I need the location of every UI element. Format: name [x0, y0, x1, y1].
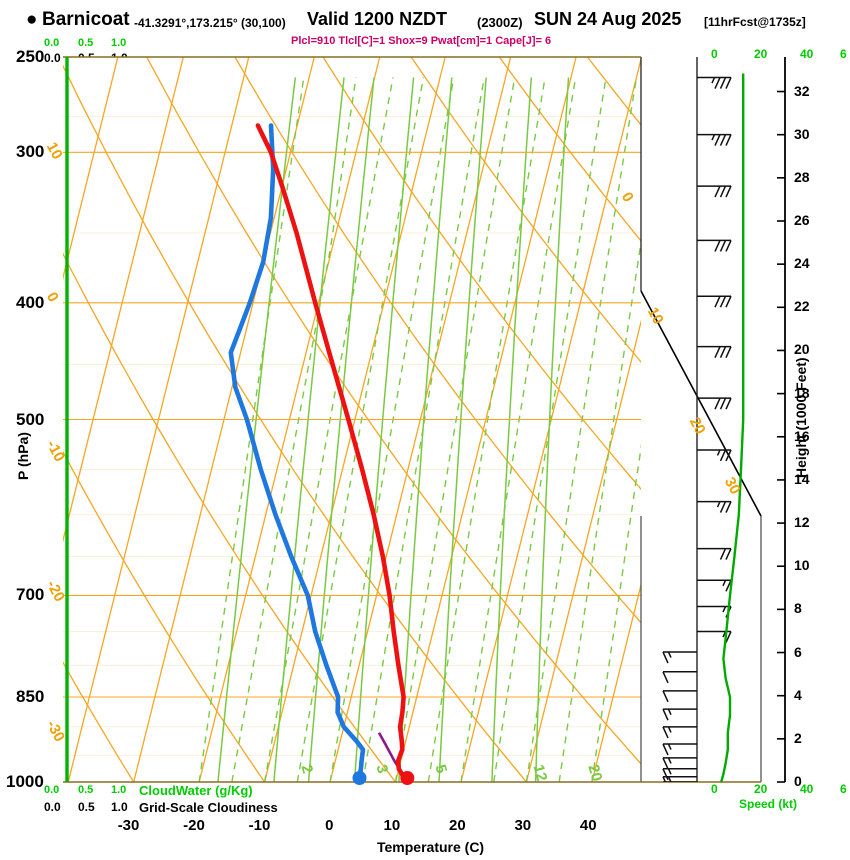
cloudwater-tick-0-bottom: 0.0	[44, 784, 60, 796]
height-tick-14: 14	[794, 470, 810, 487]
temperature-tick-10: 10	[383, 817, 401, 834]
temperature-tick--10: -10	[248, 817, 271, 834]
height-tick-12: 12	[794, 514, 810, 531]
cloudwater-tick-0: 0.0	[44, 37, 60, 49]
speed-tick-40-bottom: 40	[800, 782, 814, 796]
temperature-axis-label: Temperature (C)	[377, 839, 485, 855]
pressure-tick-500: 500	[16, 409, 45, 429]
height-tick-10: 10	[794, 557, 810, 574]
height-axis-ticks	[777, 90, 785, 783]
speed-tick-40-top: 40	[800, 47, 814, 61]
cloudwater-tick-1: 0.5	[78, 37, 94, 49]
speed-tick-6-bottom: 6	[840, 782, 847, 796]
height-tick-32: 32	[794, 82, 810, 99]
forecast-stamp: [11hrFcst@1735z]	[704, 15, 806, 29]
station-coordinates: -41.3291°,173.215° (30,100)	[134, 16, 286, 30]
cloudiness-tick-0: 0.0	[44, 800, 61, 814]
cloudwater-tick-2: 1.0	[111, 37, 127, 49]
temperature-tick--20: -20	[183, 817, 205, 834]
speed-axis-label: Speed (kt)	[739, 797, 798, 811]
temperature-tick-20: 20	[448, 817, 466, 834]
height-tick-16: 16	[794, 427, 810, 444]
pressure-tick-250: 250	[16, 47, 45, 66]
station-name: Barnicoat	[42, 9, 130, 30]
mixing-ratio-lines	[198, 77, 641, 782]
cloudwater-tick-2-bottom: 1.0	[111, 784, 127, 796]
stability-indices: Plcl=910 Tlcl[C]=1 Shox=9 Pwat[cm]=1 Cap…	[291, 35, 552, 47]
height-tick-30: 30	[794, 125, 810, 142]
temperature-surface-marker	[400, 771, 415, 785]
pressure-tick-1000: 1000	[6, 772, 44, 791]
speed-tick-6-top: 6	[840, 47, 847, 61]
height-tick-0: 0	[794, 773, 802, 789]
cloudiness-tick-1: 0.5	[78, 800, 95, 814]
height-tick-26: 26	[794, 211, 810, 228]
speed-tick-20-top: 20	[754, 47, 768, 61]
cloudiness-tick-0-top: 0.0	[44, 51, 61, 65]
pressure-tick-400: 400	[16, 292, 45, 312]
wind-speed-curve	[720, 73, 745, 783]
temperature-curve	[255, 123, 410, 785]
cloudiness-legend-label: Grid-Scale Cloudiness	[139, 800, 278, 815]
pressure-tick-700: 700	[16, 585, 45, 605]
valid-time: Valid 1200 NZDT	[307, 9, 448, 29]
pressure-tick-850: 850	[16, 687, 45, 706]
height-tick-6: 6	[794, 643, 802, 660]
height-tick-8: 8	[794, 600, 802, 617]
temperature-tick-40: 40	[579, 817, 597, 834]
pressure-tick-300: 300	[16, 142, 45, 162]
cloudiness-tick-2: 1.0	[111, 800, 128, 814]
height-tick-18: 18	[794, 384, 810, 401]
cloudwater-tick-1-bottom: 0.5	[78, 784, 94, 796]
height-tick-2: 2	[794, 729, 802, 746]
speed-tick-0-bottom: 0	[711, 782, 718, 796]
temperature-tick-0: 0	[325, 817, 334, 834]
valid-date: SUN 24 Aug 2025	[534, 9, 682, 29]
cloudwater-legend-label: CloudWater (g/Kg)	[139, 783, 253, 798]
wind-barbs-group	[662, 76, 732, 782]
height-tick-4: 4	[794, 686, 802, 703]
speed-tick-20-bottom: 20	[754, 782, 768, 796]
height-tick-28: 28	[794, 168, 810, 185]
height-tick-22: 22	[794, 298, 810, 315]
speed-tick-0-top: 0	[711, 47, 718, 61]
dewpoint-surface-marker	[352, 771, 367, 785]
dewpoint-curve	[228, 123, 366, 785]
temperature-tick--30: -30	[117, 817, 140, 834]
valid-time-zulu: (2300Z)	[477, 15, 523, 30]
temperature-tick-30: 30	[514, 817, 532, 834]
height-axis-label: Height (1000 Feet)	[793, 357, 809, 478]
height-tick-20: 20	[794, 341, 810, 358]
pressure-axis-label: P (hPa)	[15, 432, 31, 480]
station-bullet: ●	[26, 9, 38, 30]
height-tick-24: 24	[794, 255, 810, 272]
